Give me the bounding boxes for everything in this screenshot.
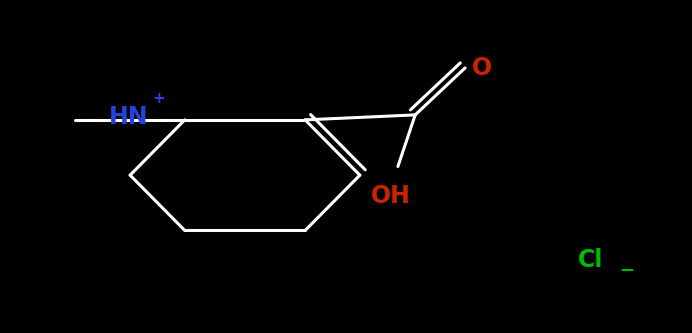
Text: OH: OH bbox=[371, 184, 411, 208]
Text: HN: HN bbox=[109, 105, 149, 129]
Text: Cl: Cl bbox=[578, 248, 603, 272]
Text: +: + bbox=[152, 91, 165, 106]
Text: −: − bbox=[619, 262, 635, 280]
Text: O: O bbox=[472, 56, 492, 80]
